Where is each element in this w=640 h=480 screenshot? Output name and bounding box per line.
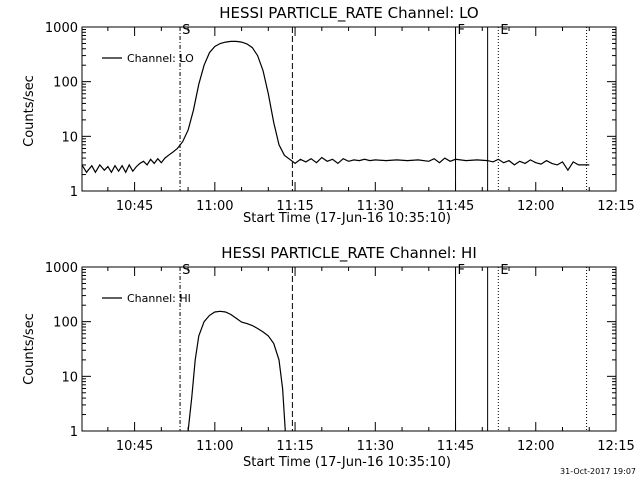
x-tick-label: 11:45 bbox=[437, 199, 474, 214]
y-tick-label: 1000 bbox=[45, 261, 78, 276]
x-tick-label: 11:45 bbox=[437, 439, 474, 454]
y-tick-label: 1 bbox=[70, 185, 78, 200]
event-marker-label: E bbox=[500, 263, 508, 278]
timestamp: 31-Oct-2017 19:07 bbox=[560, 467, 636, 476]
x-tick-label: 12:00 bbox=[517, 199, 554, 214]
x-tick-label: 12:15 bbox=[597, 439, 634, 454]
series-lo bbox=[81, 40, 590, 174]
legend-label: Channel: LO bbox=[127, 52, 194, 65]
x-tick-label: 11:15 bbox=[276, 199, 313, 214]
x-tick-label: 11:30 bbox=[357, 199, 394, 214]
x-axis-label-hi: Start Time (17-Jun-16 10:35:10) bbox=[243, 455, 451, 470]
x-tick-label: 11:00 bbox=[196, 199, 233, 214]
series-hi bbox=[187, 310, 286, 432]
y-ticks-lo: 1 10 100 1000 bbox=[45, 21, 616, 200]
y-tick-label: 10 bbox=[61, 370, 78, 385]
x-tick-label: 11:00 bbox=[196, 439, 233, 454]
panel-hi: HESSI PARTICLE_RATE Channel: HI Counts/s… bbox=[22, 244, 635, 470]
legend-hi: Channel: HI bbox=[102, 292, 191, 305]
x-tick-label: 11:15 bbox=[276, 439, 313, 454]
event-marker-label: S bbox=[182, 263, 190, 278]
y-tick-label: 1 bbox=[70, 425, 78, 440]
x-tick-label: 10:45 bbox=[116, 439, 153, 454]
x-tick-label: 11:30 bbox=[357, 439, 394, 454]
x-ticks-lo: 10:45 11:00 11:15 11:30 11:45 12:00 12:15 bbox=[107, 27, 635, 214]
y-axis-label-lo: Counts/sec bbox=[22, 75, 37, 147]
y-ticks-hi: 1 10 100 1000 bbox=[45, 261, 616, 440]
y-tick-label: 100 bbox=[53, 76, 78, 91]
panel-lo: HESSI PARTICLE_RATE Channel: LO Counts/s… bbox=[22, 4, 635, 226]
event-marker-label: E bbox=[500, 23, 508, 38]
x-tick-label: 10:45 bbox=[116, 199, 153, 214]
series-line-hi bbox=[187, 310, 286, 432]
legend-label: Channel: HI bbox=[127, 292, 191, 305]
x-tick-label: 12:15 bbox=[597, 199, 634, 214]
y-tick-label: 1000 bbox=[45, 21, 78, 36]
x-tick-label: 12:00 bbox=[517, 439, 554, 454]
event-marker-label: F bbox=[458, 23, 465, 38]
y-tick-label: 100 bbox=[53, 316, 78, 331]
legend-lo: Channel: LO bbox=[102, 52, 194, 65]
x-axis-label-lo: Start Time (17-Jun-16 10:35:10) bbox=[243, 211, 451, 226]
chart-title-hi: HESSI PARTICLE_RATE Channel: HI bbox=[221, 244, 477, 263]
y-axis-label-hi: Counts/sec bbox=[22, 313, 37, 385]
event-marker-label: F bbox=[458, 263, 465, 278]
x-ticks-hi: 10:45 11:00 11:15 11:30 11:45 12:00 12:15 bbox=[107, 267, 635, 454]
event-marker-label: S bbox=[182, 23, 190, 38]
chart-title-lo: HESSI PARTICLE_RATE Channel: LO bbox=[219, 4, 478, 23]
y-tick-label: 10 bbox=[61, 130, 78, 145]
series-line-lo bbox=[81, 40, 590, 174]
